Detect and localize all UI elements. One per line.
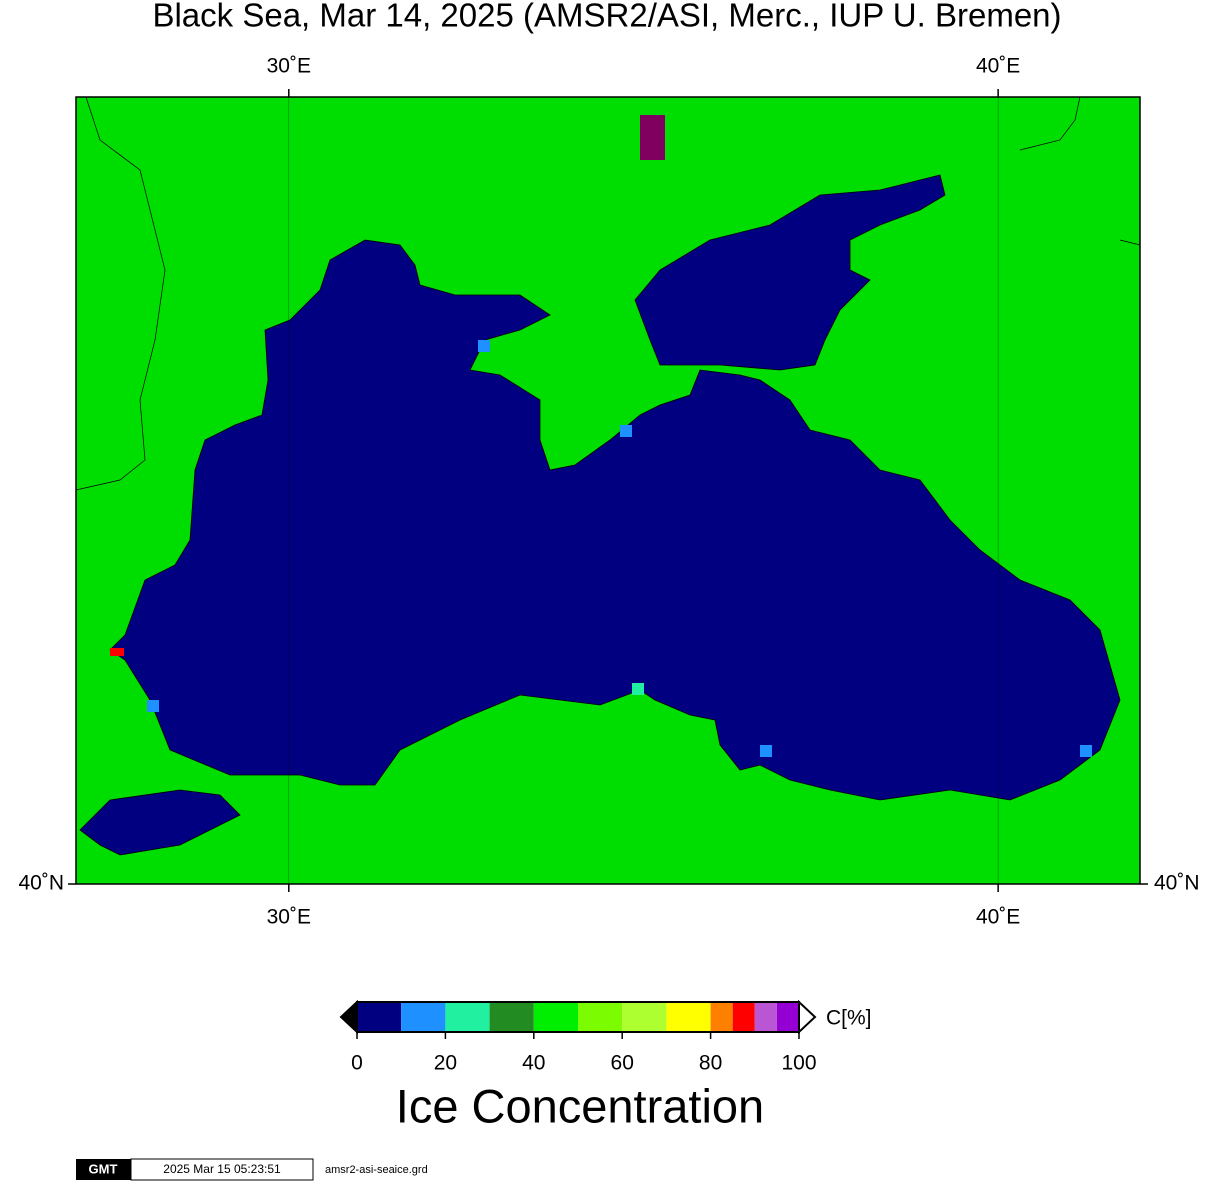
map-frame — [75, 96, 1141, 885]
coastal-ice-pixels — [110, 115, 1092, 757]
colorbar-tick-label: 40 — [522, 1052, 545, 1075]
border — [1019, 96, 1081, 151]
logo-box — [76, 1159, 131, 1180]
x-tick-label: 30˚E — [267, 55, 311, 78]
under-triangle — [339, 999, 358, 1035]
colorbar: 0 20 40 60 80 100 C[%] Ice Concentration — [339, 999, 872, 1132]
x-tick-label: 30˚E — [267, 906, 311, 929]
color-segment — [754, 1002, 777, 1032]
colorbar-tick-label: 80 — [699, 1052, 722, 1075]
colorbar-unit: C[%] — [826, 1007, 872, 1030]
pixel — [1080, 745, 1092, 757]
colorbar-tick-label: 20 — [434, 1052, 457, 1075]
border — [1119, 239, 1141, 246]
pixel — [620, 425, 632, 437]
timestamp-box — [130, 1158, 314, 1181]
borders — [75, 96, 1141, 491]
map-area — [75, 96, 1141, 885]
color-segment — [710, 1002, 733, 1032]
colorbar-tick-label: 0 — [351, 1052, 363, 1075]
source-file: amsr2-asi-seaice.grd — [325, 1164, 428, 1176]
color-segment — [732, 1002, 755, 1032]
over-triangle — [798, 999, 817, 1035]
color-segment — [666, 1002, 711, 1032]
colorbar-frame — [356, 1001, 800, 1033]
color-segment — [622, 1002, 667, 1032]
color-segment — [533, 1002, 578, 1032]
y-tick-label: 40˚N — [1154, 872, 1200, 895]
colorbar-tick-label: 60 — [611, 1052, 634, 1075]
pixel — [760, 745, 772, 757]
y-tick-label: 40˚N — [18, 872, 64, 895]
color-segment — [401, 1002, 446, 1032]
pixel — [478, 340, 490, 352]
map-title: Black Sea, Mar 14, 2025 (AMSR2/ASI, Merc… — [152, 0, 1061, 34]
border — [75, 96, 166, 491]
pixel — [110, 648, 124, 656]
axes: 30˚E 30˚E 40˚E 40˚E 40˚N 40˚N — [18, 55, 1199, 929]
timestamp: 2025 Mar 15 05:23:51 — [163, 1162, 281, 1176]
color-segment — [578, 1002, 623, 1032]
color-segment — [489, 1002, 534, 1032]
sea-of-azov — [634, 174, 946, 371]
pixel — [632, 683, 644, 695]
footer: GMT 2025 Mar 15 05:23:51 amsr2-asi-seaic… — [76, 1158, 428, 1181]
color-segment — [776, 1002, 799, 1032]
color-segment — [357, 1002, 402, 1032]
x-tick-label: 40˚E — [976, 55, 1020, 78]
pixel — [147, 700, 159, 712]
color-segment — [445, 1002, 490, 1032]
x-tick-label: 40˚E — [976, 906, 1020, 929]
pixel — [640, 115, 665, 160]
logo: GMT — [89, 1161, 118, 1176]
colorbar-tick-label: 100 — [781, 1052, 816, 1075]
colorbar-title: Ice Concentration — [396, 1079, 764, 1132]
sea-of-marmara — [79, 789, 241, 856]
